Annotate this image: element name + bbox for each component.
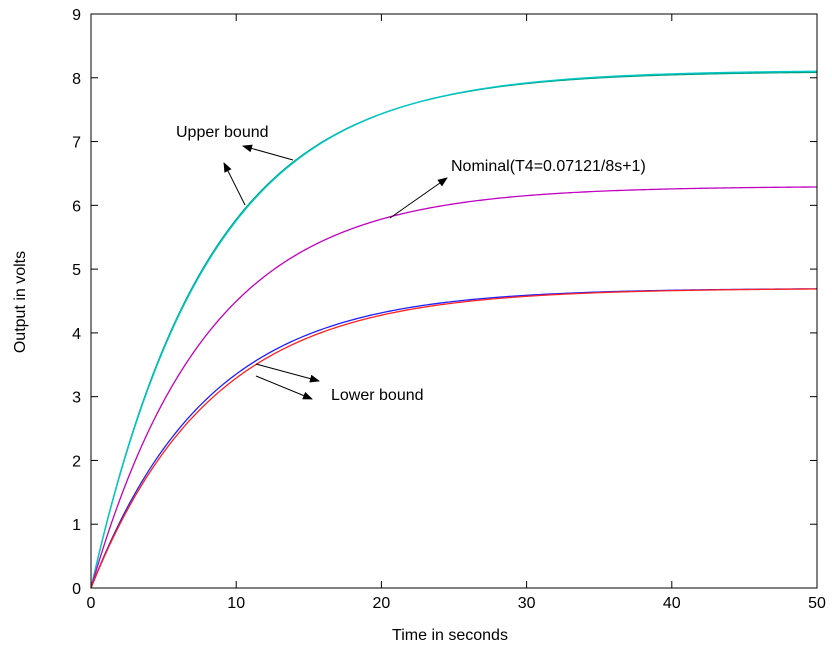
series-layer (90, 70, 818, 589)
x-tick-label: 40 (663, 595, 681, 612)
y-tick-label: 9 (72, 7, 81, 24)
annotation-nominal: Nominal(T4=0.07121/8s+1) (389, 158, 646, 219)
x-tick-label: 10 (227, 595, 245, 612)
annotation-label: Lower bound (331, 387, 424, 404)
plot-frame (90, 13, 818, 589)
y-tick-label: 1 (72, 517, 81, 534)
annotation-arrow (389, 177, 448, 219)
annotation-arrow (255, 375, 313, 400)
series-line-4 (90, 288, 818, 589)
annotation-upper-bound: Upper bound (176, 124, 294, 206)
annotation-label: Upper bound (176, 124, 269, 141)
series-line-2 (90, 186, 818, 589)
y-tick-label: 8 (72, 71, 81, 88)
y-tick-label: 0 (72, 581, 81, 598)
x-tick-label: 50 (808, 595, 826, 612)
y-tick-label: 5 (72, 262, 81, 279)
x-tick-label: 0 (87, 595, 96, 612)
annotation-label: Nominal(T4=0.07121/8s+1) (451, 158, 646, 175)
annotation-lower-bound: Lower bound (255, 363, 424, 404)
y-tick-label: 2 (72, 453, 81, 470)
y-tick-label: 3 (72, 390, 81, 407)
annotation-arrow (242, 144, 294, 161)
series-line-1 (90, 70, 818, 589)
x-axis-label: Time in seconds (392, 627, 508, 644)
x-tick-label: 30 (518, 595, 536, 612)
y-axis-label: Output in volts (12, 251, 29, 353)
tick-layer: 0 10 20 30 40 50 0 1 2 3 4 5 6 7 8 9 (72, 7, 826, 612)
annotation-arrow (223, 162, 246, 206)
y-tick-label: 7 (72, 135, 81, 152)
y-tick-label: 6 (72, 198, 81, 215)
y-tick-label: 4 (72, 326, 81, 343)
x-tick-label: 20 (373, 595, 391, 612)
annotation-arrow (255, 363, 320, 383)
